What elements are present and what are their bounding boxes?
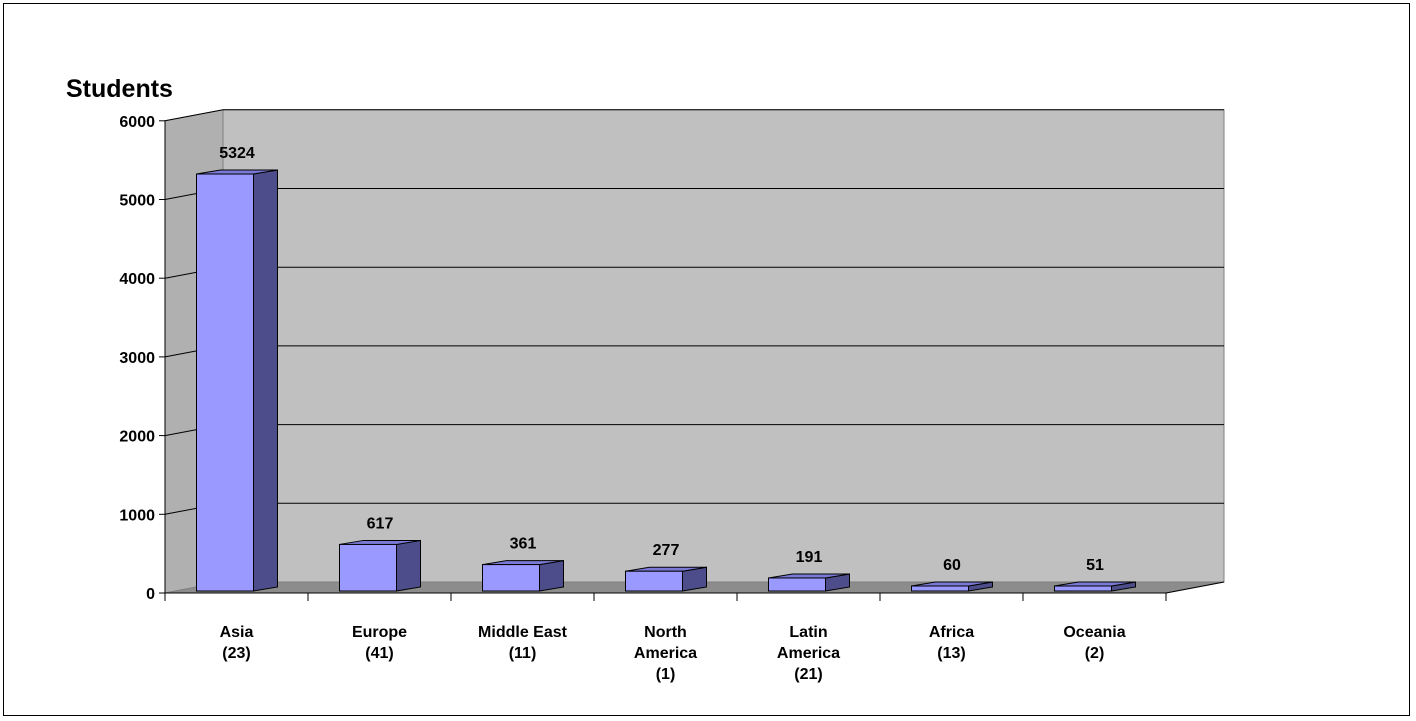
x-category-label: (2) [1085, 645, 1105, 662]
x-category-label: (41) [365, 645, 393, 662]
x-category-label: America [634, 645, 697, 662]
x-category-label: (21) [794, 666, 822, 683]
bar [768, 577, 826, 592]
x-category-label: (1) [656, 666, 676, 683]
y-tick-label: 3000 [119, 350, 155, 367]
bar [625, 570, 683, 592]
bar [196, 173, 254, 592]
data-label: 361 [510, 536, 537, 553]
bar [339, 543, 397, 592]
data-label: 191 [796, 549, 823, 566]
data-label: 277 [653, 542, 680, 559]
bar-side [253, 169, 278, 592]
x-category-label: (11) [509, 645, 537, 662]
y-tick-label: 0 [146, 586, 155, 603]
y-tick-label: 2000 [119, 429, 155, 446]
x-category-label: Asia [220, 624, 254, 641]
x-category-label: (23) [222, 645, 250, 662]
x-category-label: America [777, 645, 840, 662]
x-axis-depth-line [1165, 581, 1225, 594]
x-category-label: Oceania [1063, 624, 1125, 641]
bar [482, 564, 540, 592]
x-category-label: Africa [929, 624, 974, 641]
data-label: 60 [943, 557, 961, 574]
gridline [164, 109, 1224, 122]
x-category-label: (13) [937, 645, 965, 662]
data-label: 617 [367, 515, 394, 532]
data-label: 51 [1086, 557, 1104, 574]
bar [1054, 585, 1112, 592]
bar-side [396, 539, 421, 592]
bar-side [539, 559, 564, 592]
x-category-label: Middle East [478, 624, 568, 641]
x-category-label: Europe [352, 624, 407, 641]
y-tick-label: 5000 [119, 193, 155, 210]
y-tick-label: 6000 [119, 114, 155, 131]
y-axis-title: Students [66, 75, 173, 103]
bar [911, 585, 969, 592]
y-tick-label: 4000 [119, 271, 155, 288]
y-tick-label: 1000 [119, 507, 155, 524]
x-category-label: North [644, 624, 687, 641]
x-category-label: Latin [789, 624, 827, 641]
data-label: 5324 [219, 145, 255, 162]
